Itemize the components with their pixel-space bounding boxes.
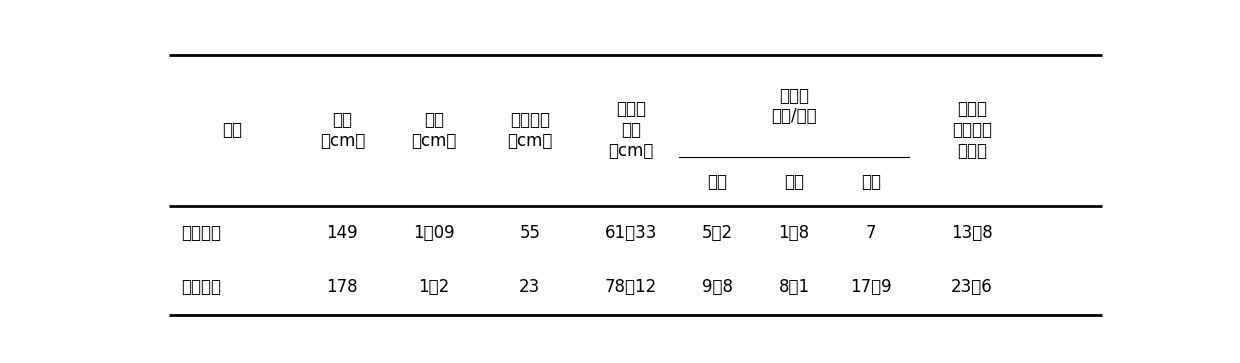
Text: 7: 7 bbox=[866, 224, 877, 242]
Text: 分枝数
（个/株）: 分枝数 （个/株） bbox=[771, 87, 817, 126]
Text: 处理: 处理 bbox=[222, 121, 242, 139]
Text: 一次: 一次 bbox=[707, 172, 727, 191]
Text: 8．1: 8．1 bbox=[779, 278, 810, 297]
Text: 17．9: 17．9 bbox=[851, 278, 892, 297]
Text: 结荚层
厚度
（cm）: 结荚层 厚度 （cm） bbox=[608, 101, 653, 160]
Text: 主茎秆
倒伏角度
（度）: 主茎秆 倒伏角度 （度） bbox=[952, 101, 992, 160]
Text: 人工种收: 人工种收 bbox=[181, 278, 221, 297]
Text: 23．6: 23．6 bbox=[951, 278, 993, 297]
Text: 149: 149 bbox=[326, 224, 358, 242]
Text: 13．8: 13．8 bbox=[951, 224, 993, 242]
Text: 78．12: 78．12 bbox=[605, 278, 657, 297]
Text: 合计: 合计 bbox=[861, 172, 880, 191]
Text: 分枝高度
（cm）: 分枝高度 （cm） bbox=[507, 111, 553, 150]
Text: 机械播收: 机械播收 bbox=[181, 224, 221, 242]
Text: 55: 55 bbox=[520, 224, 541, 242]
Text: 1．09: 1．09 bbox=[413, 224, 455, 242]
Text: 23: 23 bbox=[520, 278, 541, 297]
Text: 1．8: 1．8 bbox=[779, 224, 810, 242]
Text: 茎粗
（cm）: 茎粗 （cm） bbox=[410, 111, 456, 150]
Text: 61．33: 61．33 bbox=[605, 224, 657, 242]
Text: 178: 178 bbox=[326, 278, 358, 297]
Text: 5．2: 5．2 bbox=[702, 224, 733, 242]
Text: 1．2: 1．2 bbox=[418, 278, 449, 297]
Text: 株高
（cm）: 株高 （cm） bbox=[320, 111, 365, 150]
Text: 二次: 二次 bbox=[784, 172, 804, 191]
Text: 9．8: 9．8 bbox=[702, 278, 733, 297]
